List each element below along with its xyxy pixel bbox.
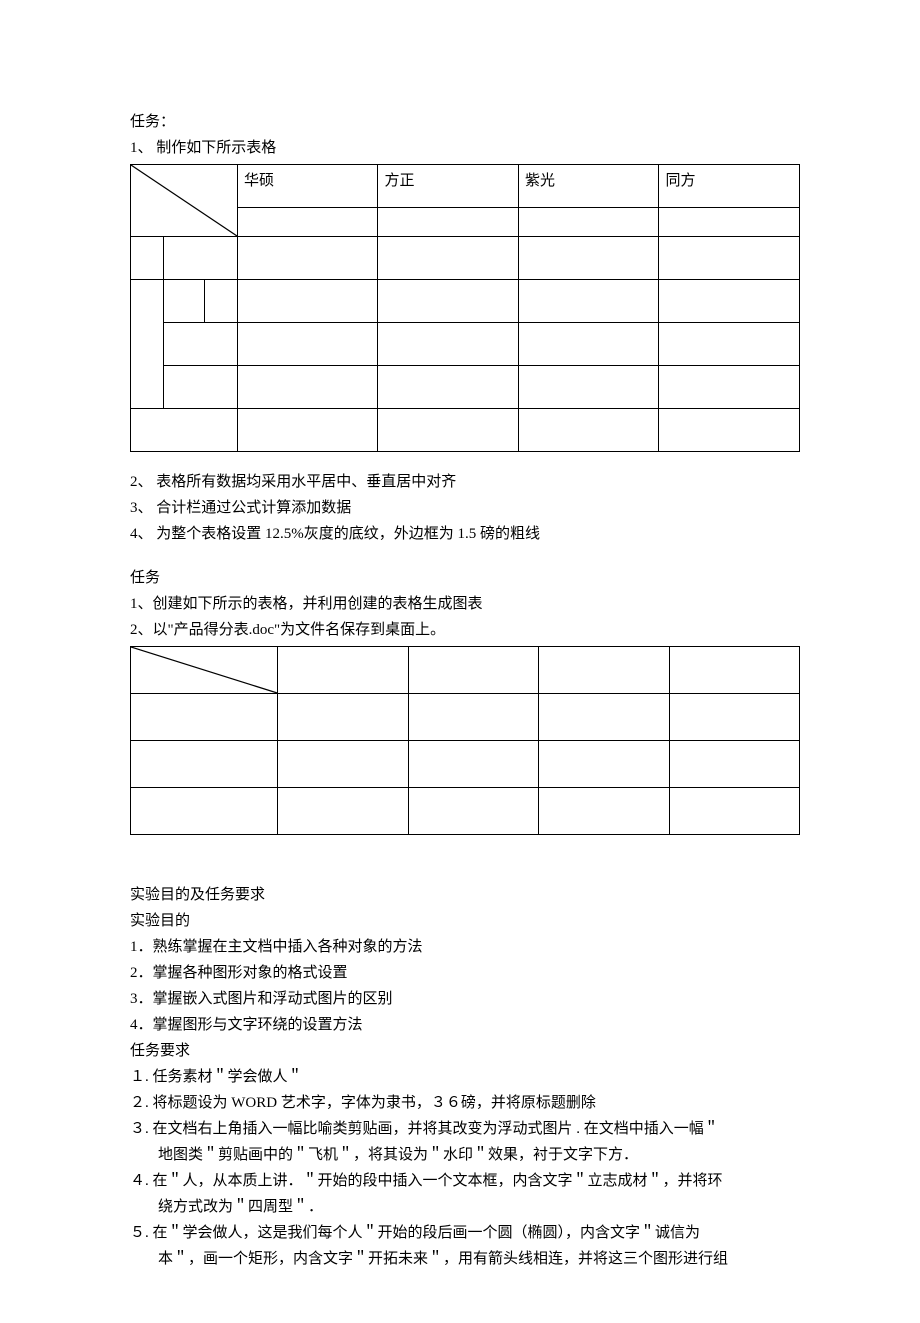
table-cell (238, 323, 378, 366)
table-cell (378, 208, 518, 237)
table-cell (518, 208, 658, 237)
diagonal-line-icon (131, 165, 237, 236)
table-cell (164, 366, 238, 409)
table-cell (378, 323, 518, 366)
exp-req2: ２. 将标题设为 WORD 艺术字，字体为隶书，３６磅，并将原标题删除 (130, 1091, 800, 1115)
table-cell (238, 208, 378, 237)
table-cell (238, 280, 378, 323)
task1-heading: 任务： (130, 110, 800, 134)
table-cell (408, 647, 538, 694)
table-row (131, 647, 800, 694)
table-cell (539, 647, 669, 694)
table-cell (408, 741, 538, 788)
table-cell (669, 694, 799, 741)
table-cell (131, 280, 164, 409)
table-cell (659, 280, 800, 323)
exp-heading: 实验目的及任务要求 (130, 883, 800, 907)
table-cell (131, 409, 238, 452)
table-cell (204, 280, 237, 323)
table-cell (131, 741, 278, 788)
table-cell (539, 788, 669, 835)
table-cell (518, 409, 658, 452)
exp-req4a: ４. 在＂人，从本质上讲．＂开始的段中插入一个文本框，内含文字＂立志成材＂，并将… (130, 1169, 800, 1193)
table-cell (518, 366, 658, 409)
diagonal-header-cell (131, 165, 238, 237)
table-row (131, 694, 800, 741)
table-cell (659, 208, 800, 237)
task1-table: 华硕 方正 紫光 同方 (130, 164, 800, 452)
task2-item1: 1、创建如下所示的表格，并利用创建的表格生成图表 (130, 592, 800, 616)
table-cell (539, 741, 669, 788)
diagonal-line-icon (131, 647, 277, 693)
table-cell (659, 366, 800, 409)
table-cell (278, 741, 408, 788)
table-cell (164, 237, 238, 280)
table-row (131, 741, 800, 788)
table-cell (659, 409, 800, 452)
exp-req5a: ５. 在＂学会做人，这是我们每个人＂开始的段后画一个圆（椭圆），内含文字＂诚信为 (130, 1221, 800, 1245)
col-header: 紫光 (518, 165, 658, 208)
exp-goal1: 1．熟练掌握在主文档中插入各种对象的方法 (130, 935, 800, 959)
task1-item3: 3、 合计栏通过公式计算添加数据 (130, 496, 800, 520)
task1-item2: 2、 表格所有数据均采用水平居中、垂直居中对齐 (130, 470, 800, 494)
col-header: 方正 (378, 165, 518, 208)
table-cell (278, 647, 408, 694)
table-cell (238, 237, 378, 280)
task2-table (130, 646, 800, 835)
table-cell (131, 237, 164, 280)
table-row (131, 788, 800, 835)
table-cell (659, 323, 800, 366)
exp-sub1: 实验目的 (130, 909, 800, 933)
table-cell (164, 323, 238, 366)
table-cell (378, 366, 518, 409)
table-cell (408, 694, 538, 741)
table-cell (238, 409, 378, 452)
exp-req1: １. 任务素材＂学会做人＂ (130, 1065, 800, 1089)
exp-req5b: 本＂，画一个矩形，内含文字＂开拓未来＂，用有箭头线相连，并将这三个图形进行组 (130, 1247, 800, 1271)
exp-goal4: 4．掌握图形与文字环绕的设置方法 (130, 1013, 800, 1037)
table-cell (408, 788, 538, 835)
document-page: 任务： 1、 制作如下所示表格 华硕 方正 紫光 同方 (0, 0, 920, 1323)
table-row (131, 409, 800, 452)
table-row (131, 237, 800, 280)
table-cell (518, 237, 658, 280)
table-cell (378, 280, 518, 323)
exp-req4b: 绕方式改为＂四周型＂． (130, 1195, 800, 1219)
table-cell (669, 741, 799, 788)
exp-goal2: 2．掌握各种图形对象的格式设置 (130, 961, 800, 985)
task2-item2: 2、以"产品得分表.doc"为文件名保存到桌面上。 (130, 618, 800, 642)
table-cell (518, 280, 658, 323)
exp-goal3: 3．掌握嵌入式图片和浮动式图片的区别 (130, 987, 800, 1011)
table-row: 华硕 方正 紫光 同方 (131, 165, 800, 208)
table-row (131, 366, 800, 409)
table-cell (539, 694, 669, 741)
task2-heading: 任务 (130, 566, 800, 590)
exp-sub2: 任务要求 (130, 1039, 800, 1063)
task1-item1: 1、 制作如下所示表格 (130, 136, 800, 160)
table-cell (378, 237, 518, 280)
task1-item4: 4、 为整个表格设置 12.5%灰度的底纹，外边框为 1.5 磅的粗线 (130, 522, 800, 546)
table-cell (278, 694, 408, 741)
table-cell (669, 647, 799, 694)
diagonal-header-cell (131, 647, 278, 694)
table-cell (659, 237, 800, 280)
table-cell (669, 788, 799, 835)
table-cell (131, 788, 278, 835)
exp-req3b: 地图类＂剪贴画中的＂飞机＂，将其设为＂水印＂效果，衬于文字下方． (130, 1143, 800, 1167)
table-cell (518, 323, 658, 366)
exp-req3a: ３. 在文档右上角插入一幅比喻类剪贴画，并将其改变为浮动式图片 . 在文档中插入… (130, 1117, 800, 1141)
table-cell (131, 694, 278, 741)
col-header: 华硕 (238, 165, 378, 208)
table-cell (164, 280, 204, 323)
table-row (131, 323, 800, 366)
col-header: 同方 (659, 165, 800, 208)
table-cell (378, 409, 518, 452)
table-row (131, 280, 800, 323)
table-cell (278, 788, 408, 835)
table-cell (238, 366, 378, 409)
